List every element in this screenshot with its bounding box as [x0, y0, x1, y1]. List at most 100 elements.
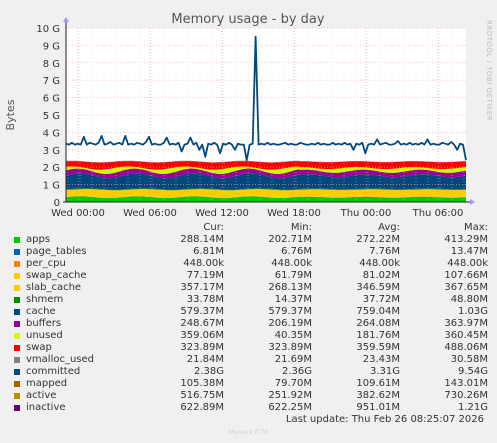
legend-name: apps	[26, 234, 51, 245]
legend-max: 30.58M	[450, 354, 488, 365]
legend-min: 202.71M	[268, 234, 312, 245]
legend-min: 2.36G	[281, 366, 312, 377]
y-tick-label: 5 G	[43, 111, 60, 122]
legend-header: Cur: Min: Avg: Max:	[12, 222, 490, 234]
legend-name: per_cpu	[26, 258, 66, 269]
area-vmalloc-used	[66, 160, 466, 163]
y-tick-label: 4 G	[43, 128, 60, 139]
chart-title: Memory usage - by day	[171, 12, 324, 27]
legend-row-inactive: inactive 622.89M 622.25M 951.01M 1.21G	[12, 402, 490, 414]
legend-cur: 77.19M	[186, 270, 224, 281]
memory-chart: Memory usage - by day Bytes RRDTOOL / TO…	[4, 12, 493, 219]
x-tick-label: Thu 00:00	[340, 208, 392, 219]
committed-series	[65, 35, 467, 162]
legend-row-unused: unused 359.06M 40.35M 181.76M 360.45M	[12, 330, 490, 342]
legend-swatch	[14, 333, 20, 339]
grid-lines	[66, 27, 466, 202]
area-swap-cache	[66, 194, 466, 198]
legend-cur: 323.89M	[180, 342, 224, 353]
legend-row-vmalloc-used: vmalloc_used 21.84M 21.69M 23.43M 30.58M	[12, 354, 490, 366]
legend-min: 61.79M	[274, 270, 312, 281]
rrdtool-credit: RRDTOOL / TOBI OETIKER	[485, 20, 493, 121]
legend-name: swap_cache	[26, 270, 87, 281]
legend-name: inactive	[26, 402, 66, 413]
legend-swatch	[14, 381, 20, 387]
legend-cur: 622.89M	[180, 402, 224, 413]
legend-avg: 359.59M	[356, 342, 400, 353]
legend-row-cache: cache 579.37M 579.37M 759.04M 1.03G	[12, 306, 490, 318]
legend-swatch	[14, 321, 20, 327]
legend-row-mapped: mapped 105.38M 79.70M 109.61M 143.01M	[12, 378, 490, 390]
x-tick-label: Wed 12:00	[195, 208, 249, 219]
legend-cur: 448.00k	[183, 258, 224, 269]
legend-min: 579.37M	[268, 306, 312, 317]
legend-cur: 105.38M	[180, 378, 224, 389]
legend-swatch	[14, 285, 20, 291]
legend-max: 730.26M	[444, 390, 488, 401]
legend-cur: 6.81M	[193, 246, 224, 257]
stacked-areas	[66, 160, 466, 202]
legend-row-committed: committed 2.38G 2.36G 3.31G 9.54G	[12, 366, 490, 378]
legend-avg: 382.62M	[356, 390, 400, 401]
munin-version: Munin 2.0.76	[228, 429, 269, 436]
legend-max: 363.97M	[444, 318, 488, 329]
legend-avg: 951.01M	[356, 402, 400, 413]
x-tick-label: Wed 00:00	[51, 208, 105, 219]
legend-min: 622.25M	[268, 402, 312, 413]
legend-max: 1.03G	[457, 306, 488, 317]
line-committed	[65, 35, 467, 162]
legend-avg: 181.76M	[356, 330, 400, 341]
legend-min: 21.69M	[274, 354, 312, 365]
legend-min: 323.89M	[268, 342, 312, 353]
legend-name: mapped	[26, 378, 68, 389]
legend-name: page_tables	[26, 246, 87, 257]
legend-name: buffers	[26, 318, 62, 329]
col-avg: Avg:	[378, 222, 400, 233]
legend-min: 40.35M	[274, 330, 312, 341]
legend-row-shmem: shmem 33.78M 14.37M 37.72M 48.80M	[12, 294, 490, 306]
legend-max: 488.06M	[444, 342, 488, 353]
legend-cur: 516.75M	[180, 390, 224, 401]
legend-name: cache	[26, 306, 56, 317]
legend-max: 448.00k	[447, 258, 488, 269]
y-tick-label: 2 G	[43, 163, 60, 174]
legend-swatch	[14, 261, 20, 267]
legend-max: 367.65M	[444, 282, 488, 293]
legend-cur: 288.14M	[180, 234, 224, 245]
legend-cur: 357.17M	[180, 282, 224, 293]
legend-swatch	[14, 345, 20, 351]
x-axis-ticks: Wed 00:00 Wed 06:00 Wed 12:00 Wed 18:00 Thu …	[51, 208, 463, 219]
legend-min: 448.00k	[271, 258, 312, 269]
area-shmem	[66, 188, 466, 191]
area-buffers	[66, 168, 466, 179]
y-tick-label: 9 G	[43, 41, 60, 52]
col-min: Min:	[290, 222, 312, 233]
legend-max: 9.54G	[457, 366, 488, 377]
legend-swatch	[14, 357, 20, 363]
legend-min: 268.13M	[268, 282, 312, 293]
legend-swatch	[14, 393, 20, 399]
x-tick-label: Wed 18:00	[267, 208, 321, 219]
legend-min: 251.92M	[268, 390, 312, 401]
legend-name: shmem	[26, 294, 64, 305]
legend-avg: 272.22M	[356, 234, 400, 245]
legend-cur: 33.78M	[186, 294, 224, 305]
legend-row-buffers: buffers 248.67M 206.19M 264.08M 363.97M	[12, 318, 490, 330]
legend-avg: 759.04M	[356, 306, 400, 317]
area-unused	[66, 166, 466, 174]
legend-min: 6.76M	[281, 246, 312, 257]
axes	[63, 17, 475, 205]
area-cache	[66, 173, 466, 190]
legend-cur: 21.84M	[186, 354, 224, 365]
legend-swatch	[14, 273, 20, 279]
area-apps	[66, 196, 466, 202]
legend-swatch	[14, 405, 20, 411]
legend-row-apps: apps 288.14M 202.71M 272.22M 413.29M	[12, 234, 490, 246]
legend-name: active	[26, 390, 57, 401]
legend-max: 107.66M	[444, 270, 488, 281]
legend-avg: 346.59M	[356, 282, 400, 293]
legend-avg: 23.43M	[362, 354, 400, 365]
legend-max: 13.47M	[450, 246, 488, 257]
legend-name: slab_cache	[26, 282, 82, 293]
legend-row-page-tables: page_tables 6.81M 6.76M 7.76M 13.47M	[12, 246, 490, 258]
